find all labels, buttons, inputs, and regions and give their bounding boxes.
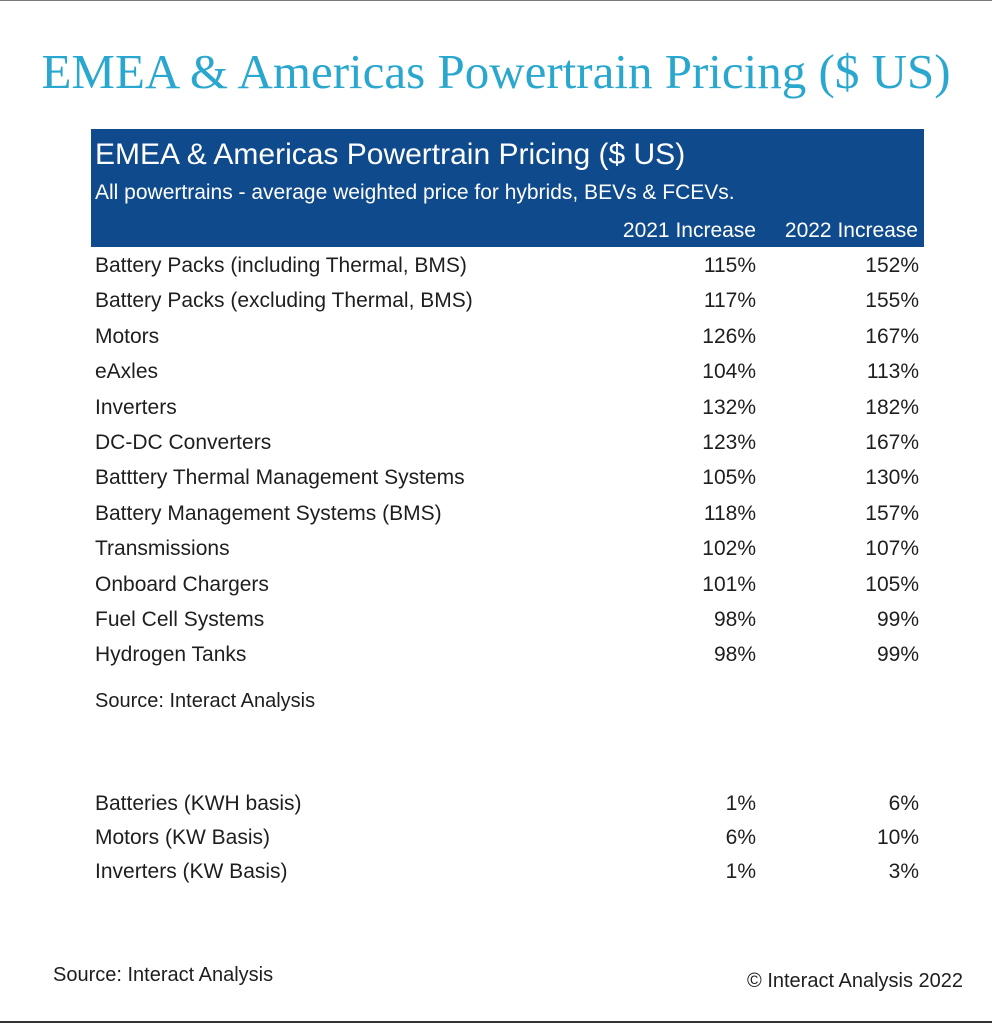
value-2022: 152% bbox=[865, 254, 919, 277]
row-label: Battery Packs (including Thermal, BMS) bbox=[95, 254, 467, 277]
value-2021: 98% bbox=[713, 608, 756, 631]
bottom-border bbox=[0, 1021, 992, 1023]
value-2022: 113% bbox=[866, 360, 919, 384]
value-2022: 167% bbox=[865, 324, 919, 348]
table-row: Battery Packs (including Thermal, BMS) 11… bbox=[95, 251, 919, 281]
value-2021: 104% bbox=[702, 360, 756, 384]
table-row: eAxles 104% 113% bbox=[95, 357, 919, 387]
page-title: EMEA & Americas Powertrain Pricing ($ US… bbox=[41, 44, 951, 99]
value-2022: 99% bbox=[876, 643, 919, 667]
value-2021: 126% bbox=[702, 324, 756, 348]
value-2022: 107% bbox=[865, 537, 919, 561]
value-2021: 132% bbox=[702, 395, 756, 419]
value-2021: 1% bbox=[725, 792, 756, 815]
row-label: Hydrogen Tanks bbox=[95, 643, 247, 667]
table-row: Hydrogen Tanks 98% 99% bbox=[95, 640, 919, 670]
row-label: Motors bbox=[95, 324, 160, 348]
table-row: Battery Packs (excluding Thermal, BMS) 11… bbox=[95, 286, 919, 316]
table-row: Motors 126% 167% bbox=[95, 322, 919, 352]
row-label: eAxles bbox=[95, 360, 159, 384]
table-header: EMEA & Americas Powertrain Pricing ($ US… bbox=[91, 129, 924, 247]
row-label: DC-DC Converters bbox=[95, 431, 272, 454]
table-row: Battery Management Systems (BMS) 118% 157% bbox=[95, 499, 919, 529]
value-2021: 98% bbox=[713, 643, 756, 667]
row-label: Battery Packs (excluding Thermal, BMS) bbox=[95, 289, 473, 313]
row-label: Inverters (KW Basis) bbox=[95, 860, 288, 883]
value-2021: 105% bbox=[702, 466, 756, 490]
footer-source: Source: Interact Analysis bbox=[53, 964, 274, 986]
table-title: EMEA & Americas Powertrain Pricing ($ US… bbox=[95, 138, 686, 171]
value-2021: 6% bbox=[725, 826, 756, 849]
value-2021: 101% bbox=[702, 572, 756, 596]
value-2022: 155% bbox=[865, 289, 919, 313]
table-subtitle: All powertrains - average weighted price… bbox=[95, 181, 735, 204]
basis-row: Inverters (KW Basis) 1% 3% bbox=[95, 857, 919, 887]
top-border bbox=[0, 0, 992, 1]
value-2022: 3% bbox=[888, 860, 919, 883]
column-header-2022: 2022 Increase bbox=[784, 219, 918, 242]
value-2022: 105% bbox=[865, 572, 919, 596]
value-2022: 99% bbox=[876, 608, 919, 631]
row-label: Inverters bbox=[95, 395, 177, 419]
table-row: Batttery Thermal Management Systems 105% 1… bbox=[95, 463, 919, 493]
table-row: Transmissions 102% 107% bbox=[95, 534, 919, 564]
table-source-note: Source: Interact Analysis bbox=[95, 690, 316, 712]
basis-row: Motors (KW Basis) 6% 10% bbox=[95, 823, 919, 853]
value-2022: 157% bbox=[865, 501, 919, 525]
basis-row: Batteries (KWH basis) 1% 6% bbox=[95, 789, 919, 819]
table-row: DC-DC Converters 123% 167% bbox=[95, 428, 919, 458]
row-label: Motors (KW Basis) bbox=[95, 826, 271, 849]
copyright-notice: © Interact Analysis 2022 bbox=[747, 970, 963, 992]
column-header-2021: 2021 Increase bbox=[622, 219, 756, 242]
table-row: Inverters 132% 182% bbox=[95, 393, 919, 423]
row-label: Batttery Thermal Management Systems bbox=[95, 466, 465, 490]
value-2021: 123% bbox=[702, 431, 756, 454]
row-label: Batteries (KWH basis) bbox=[95, 792, 302, 815]
value-2022: 182% bbox=[865, 395, 919, 419]
value-2022: 6% bbox=[888, 792, 919, 815]
row-label: Battery Management Systems (BMS) bbox=[95, 501, 442, 525]
row-label: Transmissions bbox=[95, 537, 230, 561]
value-2021: 1% bbox=[725, 860, 756, 883]
value-2022: 167% bbox=[865, 431, 919, 454]
row-label: Onboard Chargers bbox=[95, 572, 269, 596]
value-2022: 10% bbox=[876, 826, 919, 849]
value-2022: 130% bbox=[865, 466, 919, 490]
row-label: Fuel Cell Systems bbox=[95, 608, 265, 631]
value-2021: 115% bbox=[703, 254, 756, 277]
table-row: Fuel Cell Systems 98% 99% bbox=[95, 605, 919, 635]
value-2021: 117% bbox=[703, 289, 756, 313]
table-row: Onboard Chargers 101% 105% bbox=[95, 570, 919, 600]
value-2021: 118% bbox=[703, 501, 756, 525]
value-2021: 102% bbox=[702, 537, 756, 561]
